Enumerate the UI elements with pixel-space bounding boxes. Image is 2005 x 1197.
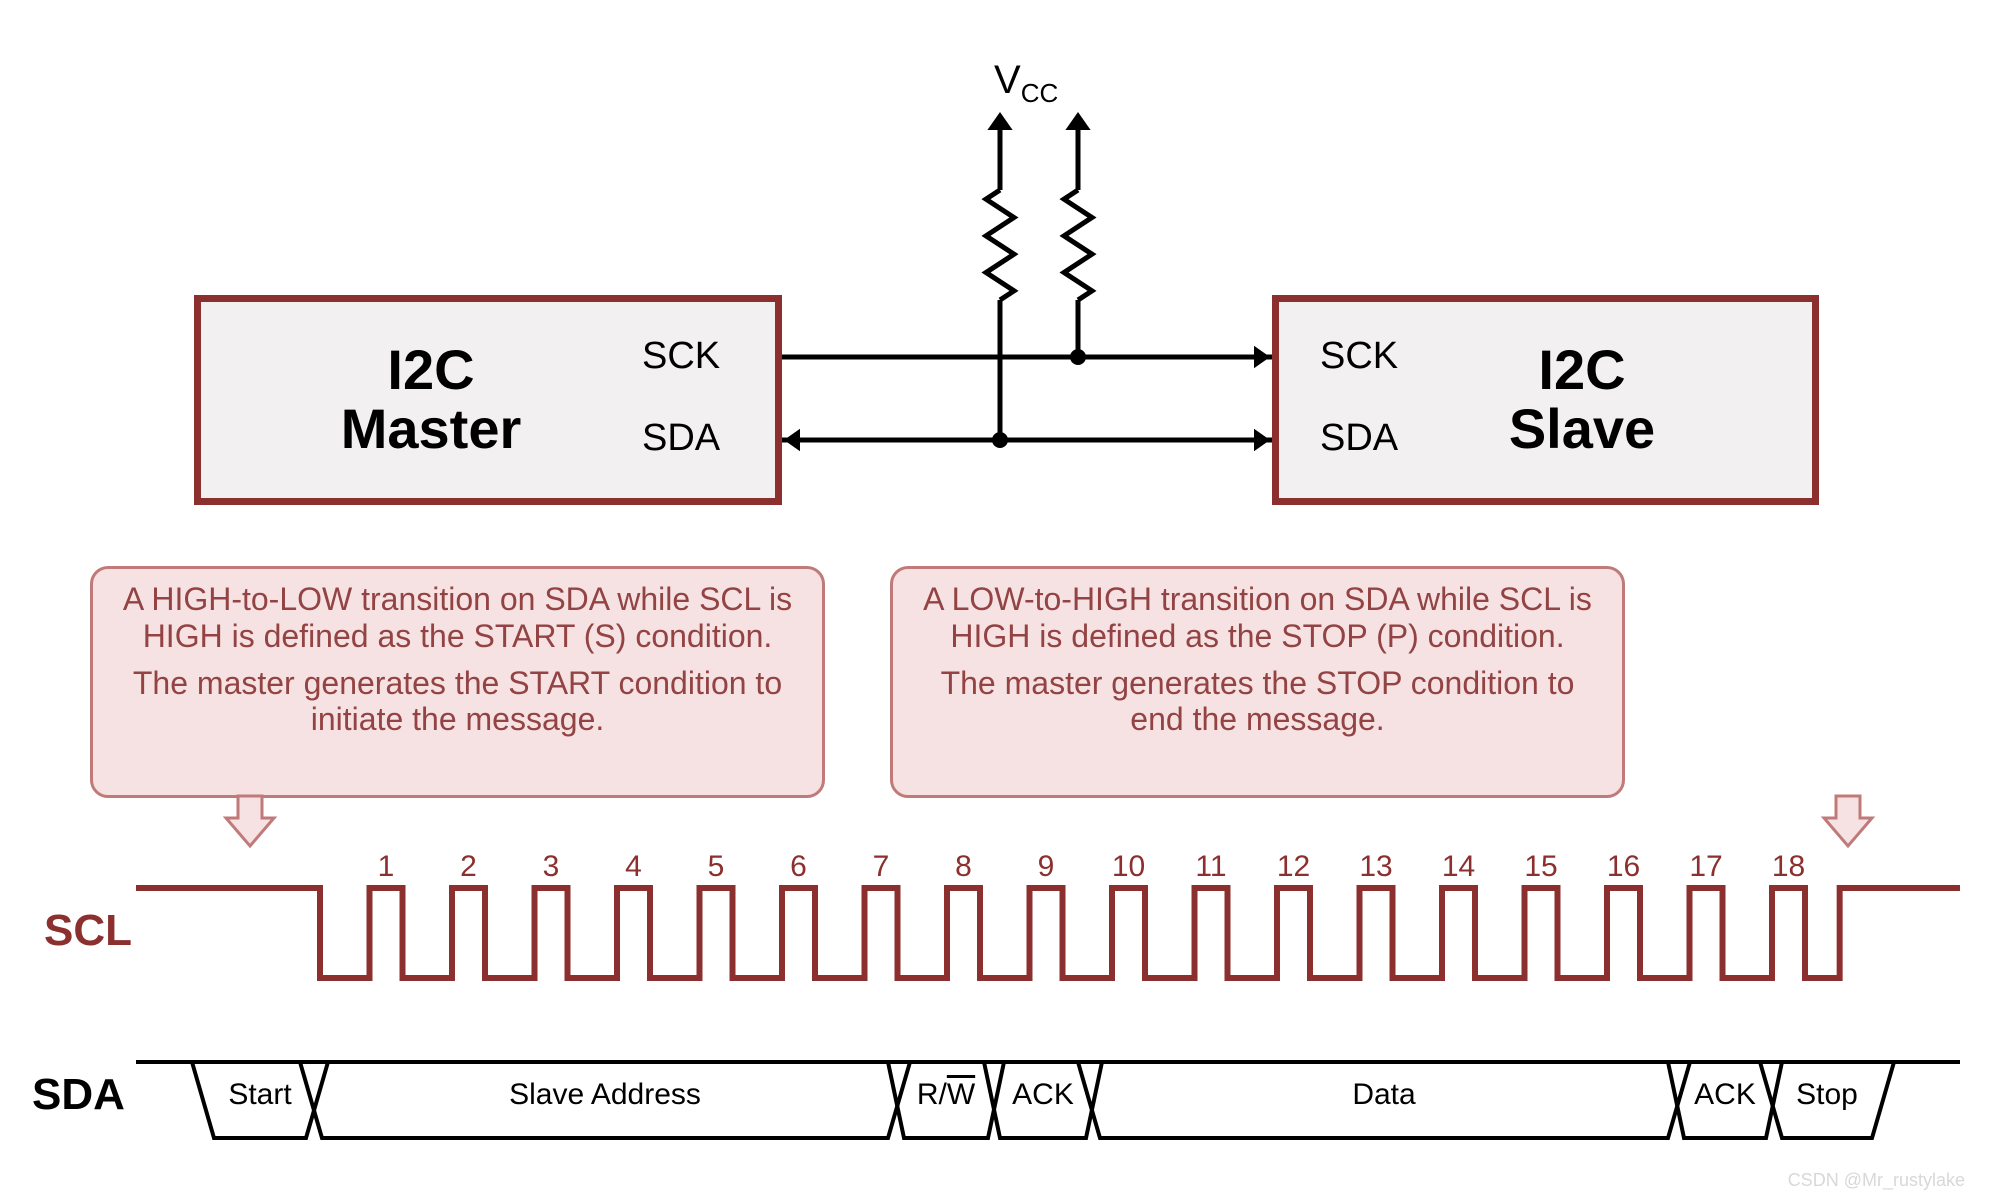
clk-num-3: 3 xyxy=(527,850,575,884)
sda-seg-rw: R/W xyxy=(904,1078,988,1112)
vcc-v: V xyxy=(994,58,1021,102)
clk-num-9: 9 xyxy=(1022,850,1070,884)
master-title-l2: Master xyxy=(341,397,522,460)
clk-num-13: 13 xyxy=(1352,850,1400,884)
sda-label: SDA xyxy=(32,1070,125,1120)
scl-label: SCL xyxy=(44,906,132,956)
sda-seg-0: Start xyxy=(214,1078,306,1112)
callout_left-p1: A HIGH-to-LOW transition on SDA while SC… xyxy=(113,581,802,655)
slave-title-l1: I2C xyxy=(1538,338,1625,401)
scl-waveform xyxy=(0,868,2005,1028)
clk-num-15: 15 xyxy=(1517,850,1565,884)
master-pin-sck: SCK xyxy=(642,335,720,378)
sda-seg-5: ACK xyxy=(1684,1078,1766,1112)
sda-seg-4: Data xyxy=(1100,1078,1668,1112)
clk-num-4: 4 xyxy=(610,850,658,884)
slave-pin-sck: SCK xyxy=(1320,335,1398,378)
clk-num-8: 8 xyxy=(940,850,988,884)
clk-num-5: 5 xyxy=(692,850,740,884)
master-pin-sda: SDA xyxy=(642,417,720,460)
slave-title-l2: Slave xyxy=(1509,397,1655,460)
slave-pin-sda: SDA xyxy=(1320,417,1398,460)
callout_right-p2: The master generates the STOP condition … xyxy=(913,665,1602,739)
watermark: CSDN @Mr_rustylake xyxy=(1788,1170,1965,1191)
callout_right-arrow xyxy=(1818,792,1878,852)
vcc-cc: CC xyxy=(1021,78,1059,108)
clk-num-1: 1 xyxy=(362,850,410,884)
callout_left: A HIGH-to-LOW transition on SDA while SC… xyxy=(90,566,825,798)
clk-num-10: 10 xyxy=(1105,850,1153,884)
sda-seg-6: Stop xyxy=(1782,1078,1872,1112)
clk-num-18: 18 xyxy=(1765,850,1813,884)
sda-waveform xyxy=(0,1052,2005,1172)
master-title-l1: I2C xyxy=(387,338,474,401)
callout_right: A LOW-to-HIGH transition on SDA while SC… xyxy=(890,566,1625,798)
clk-num-7: 7 xyxy=(857,850,905,884)
slave-title: I2CSlave xyxy=(1452,341,1742,459)
master-title: I2CMaster xyxy=(271,341,561,459)
clk-num-12: 12 xyxy=(1270,850,1318,884)
callout_left-arrow xyxy=(220,792,280,852)
sda-seg-3: ACK xyxy=(1000,1078,1086,1112)
callout_left-p2: The master generates the START condition… xyxy=(113,665,802,739)
clk-num-6: 6 xyxy=(775,850,823,884)
callout_right-p1: A LOW-to-HIGH transition on SDA while SC… xyxy=(913,581,1602,655)
clk-num-11: 11 xyxy=(1187,850,1235,884)
clk-num-2: 2 xyxy=(445,850,493,884)
sda-seg-1: Slave Address xyxy=(322,1078,888,1112)
master-box: I2CMaster xyxy=(194,295,782,505)
vcc-label: VCC xyxy=(994,58,1058,109)
clk-num-16: 16 xyxy=(1600,850,1648,884)
slave-box: I2CSlave xyxy=(1272,295,1819,505)
clk-num-14: 14 xyxy=(1435,850,1483,884)
clk-num-17: 17 xyxy=(1682,850,1730,884)
